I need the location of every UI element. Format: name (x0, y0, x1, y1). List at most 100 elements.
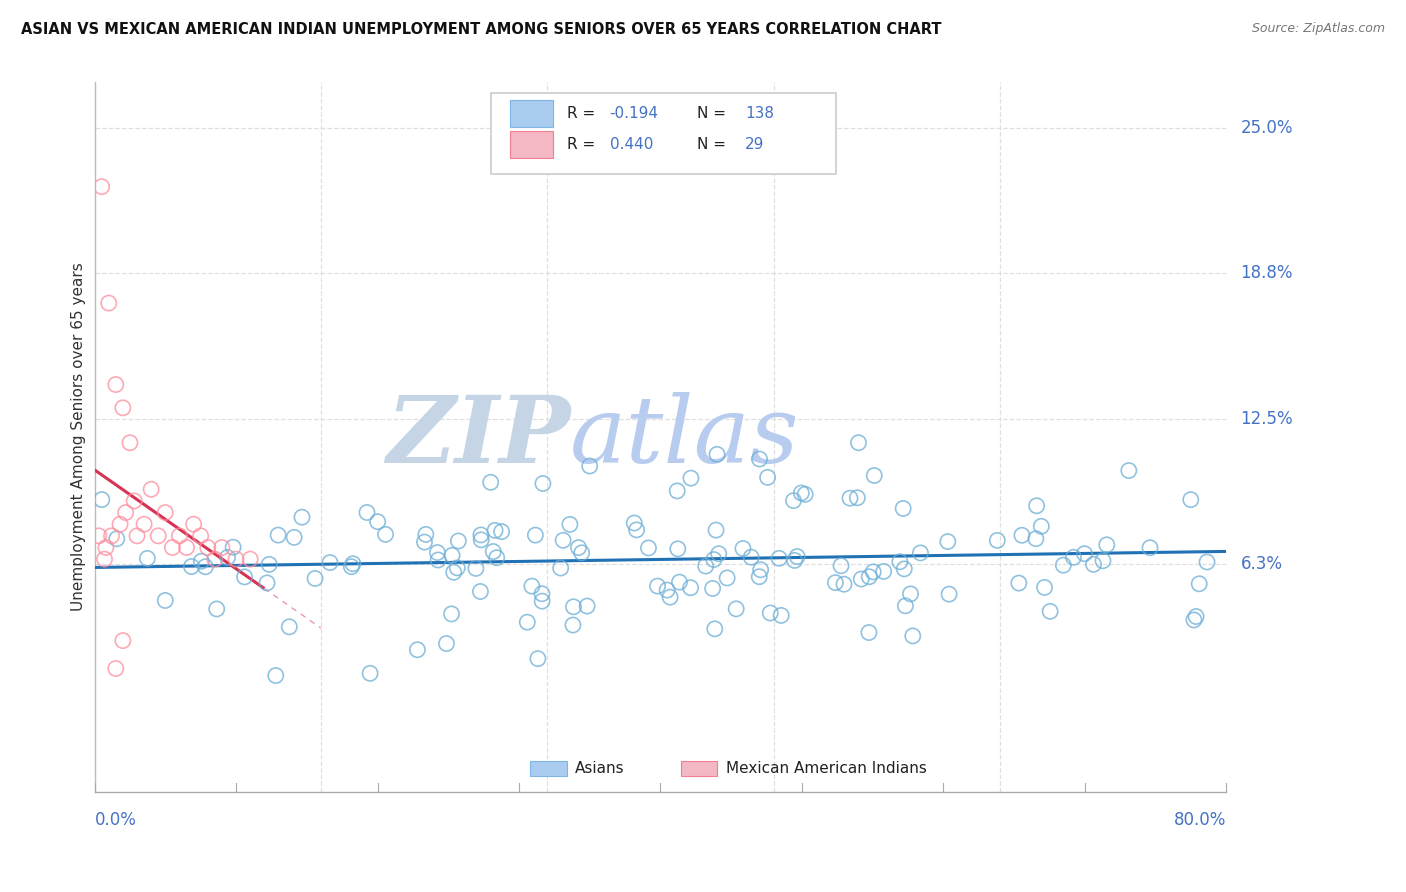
Point (578, 458, 600, 473)
Point (524, 528, 547, 542)
Text: Mexican American Indians: Mexican American Indians (725, 761, 927, 776)
Point (561, 618, 583, 632)
Point (986, 533, 1008, 548)
Point (702, 582, 724, 596)
Point (406, 642, 429, 657)
Point (889, 555, 911, 569)
Point (470, 528, 492, 542)
Point (470, 584, 492, 599)
Point (426, 545, 449, 559)
Point (155, 593, 177, 607)
Point (894, 599, 917, 613)
Point (558, 517, 581, 532)
Point (479, 475, 502, 490)
Text: 25.0%: 25.0% (1240, 120, 1294, 137)
Point (900, 587, 922, 601)
Point (87, 529, 110, 543)
Point (217, 550, 239, 565)
Point (1188, 576, 1211, 591)
Point (839, 491, 862, 505)
Point (531, 594, 554, 608)
Point (100, 529, 122, 543)
Point (356, 506, 378, 520)
Point (122, 494, 145, 508)
Point (222, 540, 245, 554)
Point (848, 435, 870, 450)
Point (197, 541, 219, 555)
Point (340, 559, 363, 574)
Y-axis label: Unemployment Among Seniors over 65 years: Unemployment Among Seniors over 65 years (72, 262, 86, 611)
Point (141, 483, 163, 497)
Text: -0.194: -0.194 (610, 105, 658, 120)
Point (707, 547, 730, 561)
Point (704, 523, 727, 537)
Point (291, 510, 314, 524)
Point (858, 570, 880, 584)
Point (97, 296, 120, 310)
Point (169, 529, 191, 543)
FancyBboxPatch shape (491, 93, 837, 174)
Point (374, 527, 396, 541)
Point (446, 561, 468, 575)
Point (740, 550, 762, 565)
Point (90, 179, 112, 194)
Point (794, 487, 817, 501)
Point (938, 587, 960, 601)
FancyBboxPatch shape (530, 761, 567, 776)
Point (436, 636, 458, 650)
Point (233, 570, 256, 584)
Point (111, 633, 134, 648)
Point (413, 535, 436, 549)
Point (770, 608, 793, 623)
FancyBboxPatch shape (510, 131, 553, 158)
Point (125, 529, 148, 543)
Point (910, 546, 932, 560)
Text: Source: ZipAtlas.com: Source: ZipAtlas.com (1251, 22, 1385, 36)
Point (1008, 576, 1031, 591)
Point (706, 447, 728, 461)
Point (1031, 519, 1053, 533)
Point (485, 550, 508, 565)
Point (427, 553, 450, 567)
Point (1063, 550, 1085, 565)
Point (901, 629, 924, 643)
Point (443, 566, 465, 580)
Point (1083, 558, 1105, 572)
Point (527, 651, 550, 665)
Point (562, 599, 585, 614)
Point (148, 529, 170, 543)
Point (205, 602, 228, 616)
Point (359, 666, 381, 681)
Point (832, 577, 855, 591)
Point (447, 533, 470, 548)
Text: 12.5%: 12.5% (1240, 410, 1294, 428)
FancyBboxPatch shape (681, 761, 717, 776)
Point (703, 552, 725, 566)
Point (703, 622, 725, 636)
Point (863, 468, 886, 483)
Point (194, 559, 217, 574)
Point (768, 551, 790, 566)
Point (319, 556, 342, 570)
Point (666, 483, 689, 498)
Point (695, 559, 717, 574)
Point (1025, 499, 1047, 513)
Point (647, 579, 669, 593)
Text: 18.8%: 18.8% (1240, 264, 1294, 282)
Point (441, 549, 464, 563)
Point (183, 517, 205, 532)
Point (162, 541, 184, 555)
Point (239, 552, 262, 566)
Point (176, 541, 198, 555)
Point (190, 554, 212, 568)
Point (1011, 528, 1033, 542)
Point (626, 523, 648, 537)
Point (283, 530, 305, 544)
Point (111, 401, 134, 415)
Point (716, 571, 738, 585)
Point (846, 491, 869, 505)
Point (367, 515, 389, 529)
Point (786, 549, 808, 564)
Point (571, 546, 593, 560)
Point (105, 532, 128, 546)
